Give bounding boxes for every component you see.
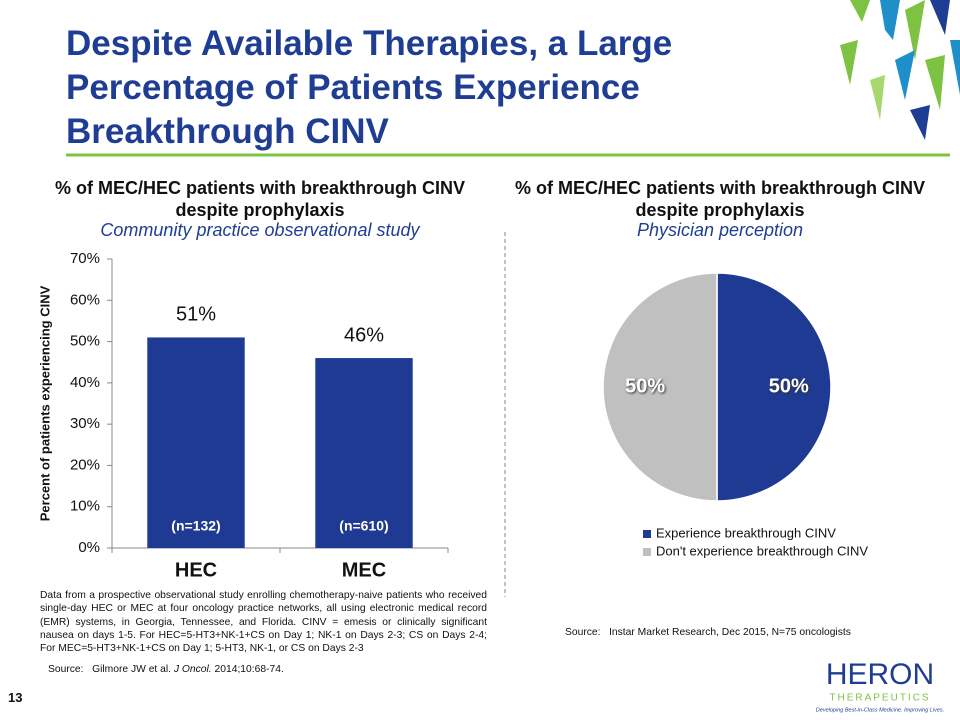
y-tick-label: 70% bbox=[70, 250, 100, 267]
data-label: 51% bbox=[176, 304, 216, 326]
source-text: Source: Gilmore JW et al. bbox=[48, 664, 174, 675]
source-text: 2014;10:68-74. bbox=[211, 664, 284, 675]
y-tick-label: 30% bbox=[70, 415, 100, 432]
decoration bbox=[840, 0, 960, 140]
logo-tagline: Developing Best-in-Class Medicine. Impro… bbox=[816, 707, 944, 713]
page-number: 13 bbox=[8, 690, 23, 705]
description: Data from a prospective observational st… bbox=[40, 590, 487, 655]
chart-title: % of MEC/HEC patients with breakthrough … bbox=[54, 178, 466, 220]
y-axis-label: Percent of patients experiencing CINV bbox=[37, 285, 52, 521]
x-tick-label: HEC bbox=[175, 559, 217, 581]
annotation: (n=610) bbox=[339, 518, 388, 534]
legend-label: Experience breakthrough CINV bbox=[656, 525, 836, 540]
legend-label: Don't experience breakthrough CINV bbox=[656, 543, 868, 558]
y-tick-label: 20% bbox=[70, 456, 100, 473]
data-label: 50% bbox=[769, 375, 809, 397]
x-tick-label: MEC bbox=[342, 559, 386, 581]
y-tick-label: 40% bbox=[70, 374, 100, 391]
source-journal: J Oncol. bbox=[173, 664, 212, 675]
legend-swatch bbox=[643, 530, 651, 538]
pie-slice bbox=[716, 272, 832, 502]
logo: HERON THERAPEUTICS Developing Best-in-Cl… bbox=[816, 658, 944, 714]
data-label: 46% bbox=[344, 324, 384, 346]
y-tick-label: 50% bbox=[70, 333, 100, 350]
y-tick-label: 60% bbox=[70, 291, 100, 308]
source: Source: Instar Market Research, Dec 2015… bbox=[565, 627, 851, 638]
chart-subtitle: Physician perception bbox=[636, 220, 804, 240]
chart-title: % of MEC/HEC patients with breakthrough … bbox=[514, 178, 926, 220]
data-label: 50% bbox=[625, 375, 665, 397]
slide-title: Despite Available Therapies, a Large Per… bbox=[66, 24, 673, 151]
y-tick-label: 0% bbox=[78, 539, 100, 556]
source: Source: Gilmore JW et al. J Oncol. 2014;… bbox=[48, 664, 284, 675]
chart-subtitle: Community practice observational study bbox=[100, 220, 420, 240]
bar bbox=[147, 337, 245, 548]
logo-name: HERON bbox=[826, 658, 934, 691]
y-tick-label: 10% bbox=[70, 498, 100, 515]
legend-swatch bbox=[643, 548, 651, 556]
annotation: (n=132) bbox=[171, 518, 220, 534]
pie-slice bbox=[602, 272, 718, 502]
bar bbox=[315, 358, 413, 548]
logo-sub: THERAPEUTICS bbox=[829, 693, 930, 704]
